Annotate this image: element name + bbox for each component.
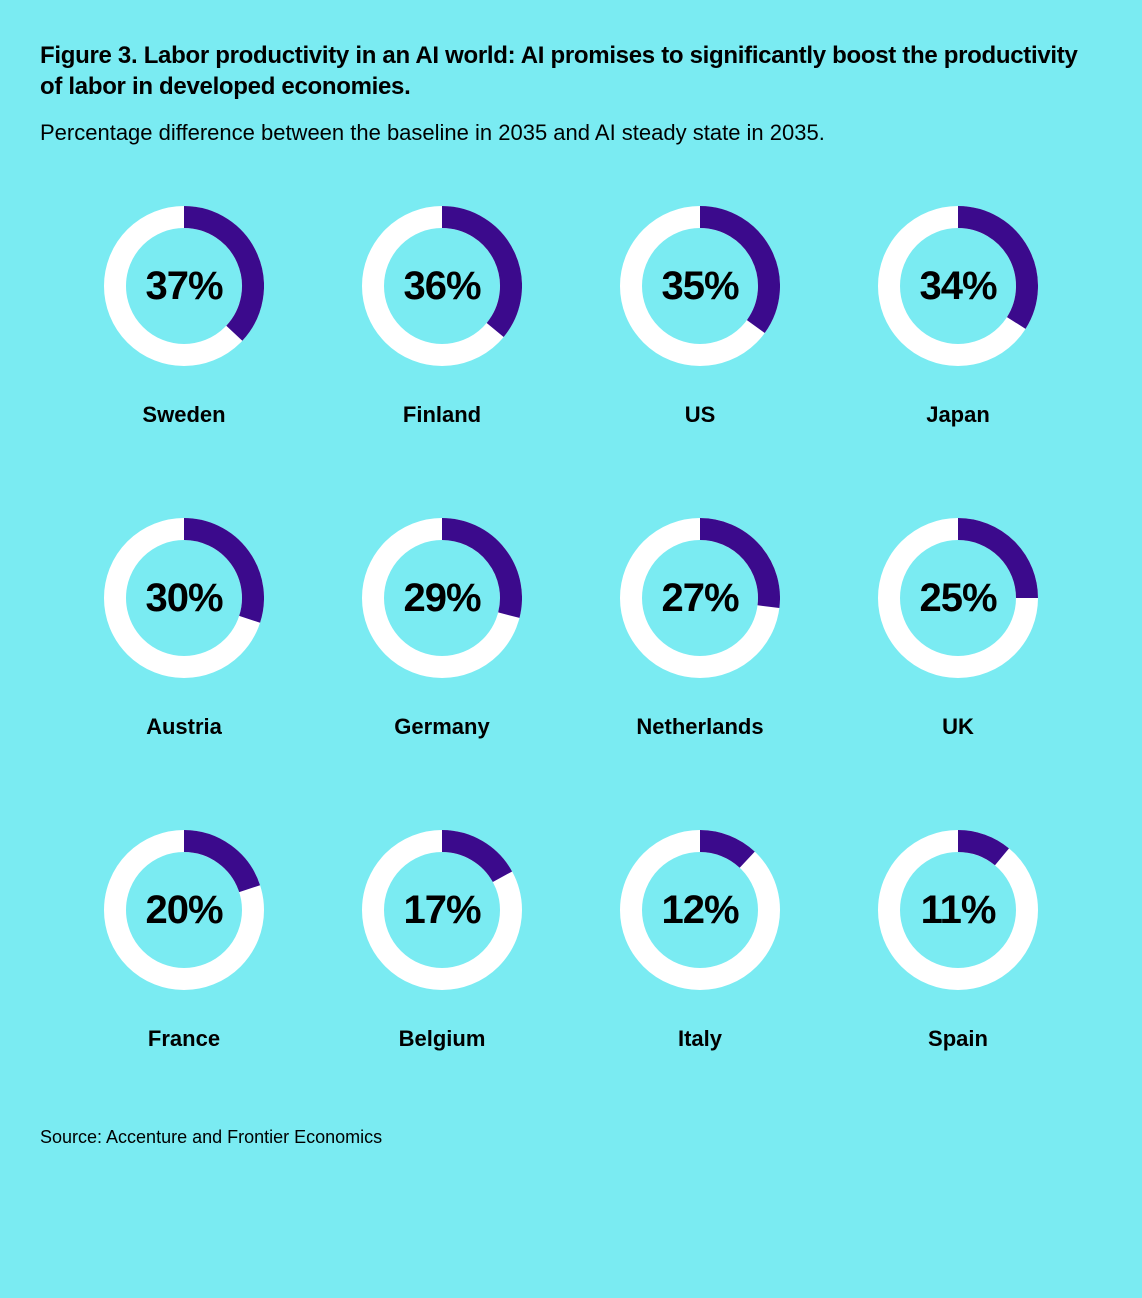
donut-value: 25% bbox=[919, 576, 996, 621]
donut-grid: 37% Sweden 36% Finland 35% US 34% Japan 30% Austr… bbox=[40, 206, 1102, 1052]
donut-cell: 12% Italy bbox=[581, 830, 819, 1052]
figure-title: Figure 3. Labor productivity in an AI wo… bbox=[40, 40, 1102, 102]
country-label: Belgium bbox=[399, 1026, 486, 1052]
donut-value: 11% bbox=[921, 888, 996, 933]
figure-container: Figure 3. Labor productivity in an AI wo… bbox=[0, 0, 1142, 1298]
donut-chart: 30% bbox=[104, 518, 264, 678]
donut-chart: 35% bbox=[620, 206, 780, 366]
donut-chart: 25% bbox=[878, 518, 1038, 678]
country-label: Netherlands bbox=[636, 714, 763, 740]
donut-value: 20% bbox=[145, 888, 222, 933]
country-label: Spain bbox=[928, 1026, 988, 1052]
donut-cell: 20% France bbox=[65, 830, 303, 1052]
donut-value: 29% bbox=[403, 576, 480, 621]
donut-value: 34% bbox=[919, 264, 996, 309]
donut-cell: 17% Belgium bbox=[323, 830, 561, 1052]
donut-cell: 27% Netherlands bbox=[581, 518, 819, 740]
donut-cell: 35% US bbox=[581, 206, 819, 428]
donut-value: 17% bbox=[403, 888, 480, 933]
donut-cell: 34% Japan bbox=[839, 206, 1077, 428]
donut-chart: 27% bbox=[620, 518, 780, 678]
country-label: US bbox=[685, 402, 716, 428]
country-label: France bbox=[148, 1026, 220, 1052]
donut-value: 30% bbox=[145, 576, 222, 621]
donut-chart: 12% bbox=[620, 830, 780, 990]
country-label: Sweden bbox=[142, 402, 225, 428]
country-label: Japan bbox=[926, 402, 990, 428]
donut-chart: 29% bbox=[362, 518, 522, 678]
country-label: Germany bbox=[394, 714, 489, 740]
figure-source: Source: Accenture and Frontier Economics bbox=[40, 1127, 1102, 1148]
donut-value: 27% bbox=[661, 576, 738, 621]
country-label: UK bbox=[942, 714, 974, 740]
country-label: Italy bbox=[678, 1026, 722, 1052]
donut-cell: 30% Austria bbox=[65, 518, 303, 740]
country-label: Finland bbox=[403, 402, 481, 428]
donut-chart: 34% bbox=[878, 206, 1038, 366]
donut-value: 12% bbox=[661, 888, 738, 933]
donut-chart: 20% bbox=[104, 830, 264, 990]
donut-chart: 36% bbox=[362, 206, 522, 366]
donut-cell: 37% Sweden bbox=[65, 206, 303, 428]
donut-chart: 37% bbox=[104, 206, 264, 366]
donut-chart: 17% bbox=[362, 830, 522, 990]
donut-cell: 11% Spain bbox=[839, 830, 1077, 1052]
donut-cell: 36% Finland bbox=[323, 206, 561, 428]
country-label: Austria bbox=[146, 714, 222, 740]
donut-cell: 29% Germany bbox=[323, 518, 561, 740]
donut-value: 37% bbox=[145, 264, 222, 309]
figure-subtitle: Percentage difference between the baseli… bbox=[40, 120, 1102, 146]
donut-chart: 11% bbox=[878, 830, 1038, 990]
donut-value: 35% bbox=[661, 264, 738, 309]
donut-cell: 25% UK bbox=[839, 518, 1077, 740]
donut-value: 36% bbox=[403, 264, 480, 309]
